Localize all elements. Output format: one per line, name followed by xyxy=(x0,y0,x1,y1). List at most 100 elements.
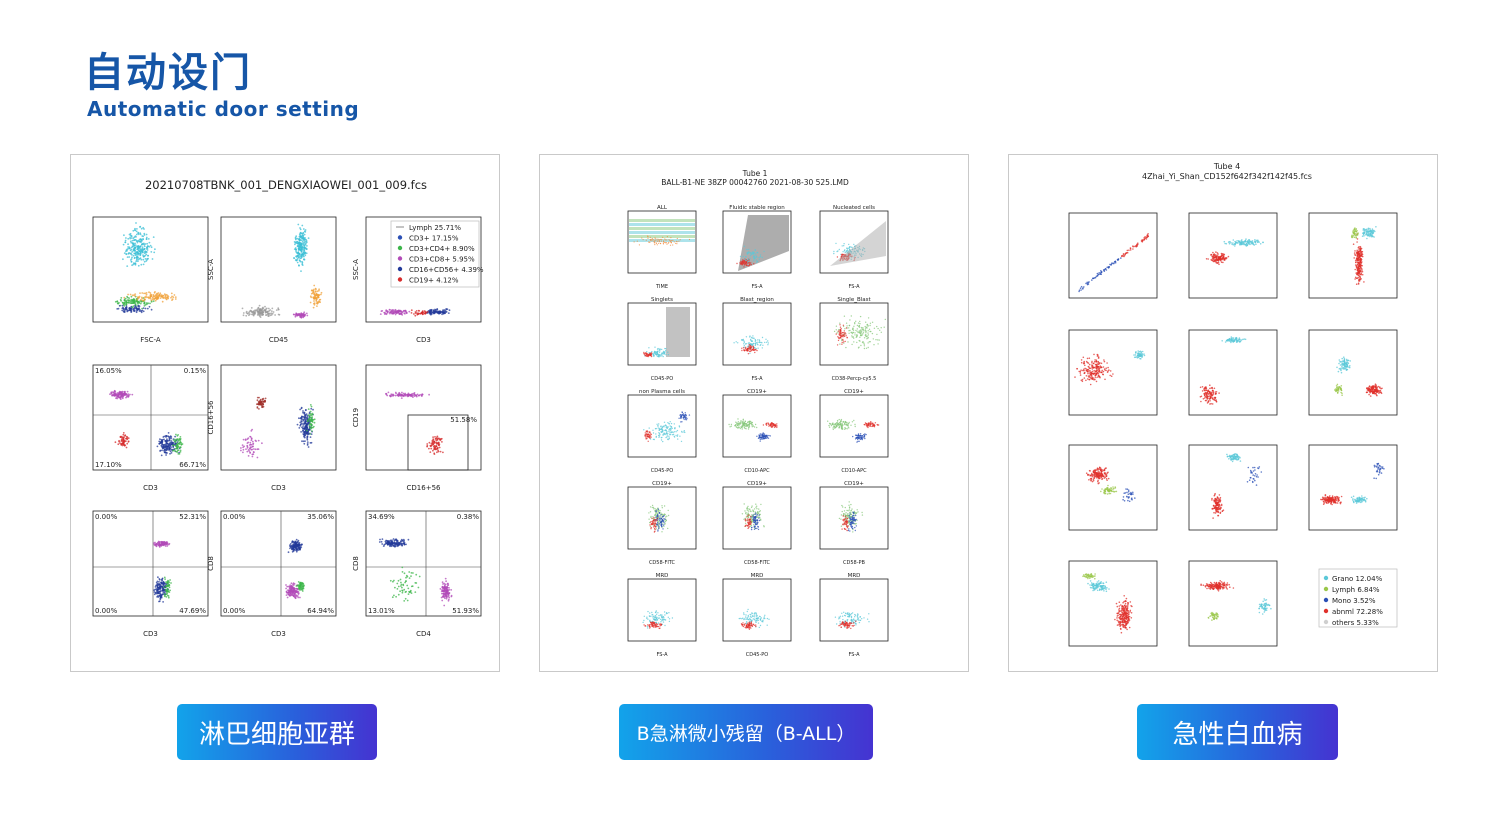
y-axis-label: SSC-A xyxy=(352,259,360,280)
plot-4 xyxy=(92,364,209,471)
plot-subtitle: CD19+ xyxy=(747,389,767,395)
plot-subtitle: Single_Blast xyxy=(837,297,871,303)
legend-entry: Grano 12.04% xyxy=(1332,575,1383,583)
x-axis-label: FS-A xyxy=(751,284,763,290)
x-axis-label: CD45-PO xyxy=(746,652,769,658)
acute-leukemia-button[interactable]: 急性白血病 xyxy=(1137,704,1338,760)
quadrant-label: 66.71% xyxy=(179,461,206,469)
b-all-mrd-figure: Tube 1 BALL-B1-NE 38ZP 00042760 2021-08-3… xyxy=(539,154,969,672)
mrd-plot-9 xyxy=(819,394,889,458)
x-axis-label: CD58-FITC xyxy=(744,560,771,566)
plot-subtitle: CD19+ xyxy=(747,481,767,487)
plot-9 xyxy=(365,510,482,617)
plot-subtitle: MRD xyxy=(656,573,669,579)
x-axis-label: CD3 xyxy=(143,484,158,492)
quadrant-label: 0.00% xyxy=(95,513,118,521)
x-axis-label: CD10-APC xyxy=(744,468,770,474)
quadrant-label: 0.00% xyxy=(95,607,118,615)
legend-entry: Lymph 6.84% xyxy=(1332,586,1380,594)
mrd-plot-5 xyxy=(722,302,792,366)
quadrant-label: 13.01% xyxy=(368,607,395,615)
x-axis-label: FS-A xyxy=(848,652,860,658)
plot-subtitle: Nucleated cells xyxy=(833,205,875,211)
quadrant-label: 34.69% xyxy=(368,513,395,521)
page-subtitle: Automatic door setting xyxy=(87,97,360,121)
x-axis-label: CD58-FITC xyxy=(649,560,676,566)
leukemia-plot-9 xyxy=(1308,444,1398,531)
legend-entry: abnml 72.28% xyxy=(1332,608,1383,616)
plot-2 xyxy=(220,216,337,323)
y-axis-label: CD8 xyxy=(207,556,215,571)
mrd-plot-10 xyxy=(627,486,697,550)
plot-7 xyxy=(92,510,209,617)
mrd-plot-3 xyxy=(819,210,889,274)
quadrant-label: 47.69% xyxy=(179,607,206,615)
plot-subtitle: non Plasma cells xyxy=(639,389,685,395)
x-axis-label: FS-A xyxy=(656,652,668,658)
x-axis-label: CD4 xyxy=(416,630,431,638)
figure-title: Tube 4 xyxy=(1213,162,1240,171)
x-axis-label: CD3 xyxy=(143,630,158,638)
figure-subtitle: BALL-B1-NE 38ZP 00042760 2021-08-30 525.… xyxy=(661,178,849,187)
x-axis-label: CD3 xyxy=(271,484,286,492)
plot-subtitle: Fluidic stable region xyxy=(729,205,785,211)
x-axis-label: CD10-APC xyxy=(841,468,867,474)
plot-subtitle: Singlets xyxy=(651,297,673,303)
legend-entry: CD19+ 4.12% xyxy=(409,277,459,285)
legend-entry: CD3+CD8+ 5.95% xyxy=(409,256,475,264)
quadrant-label: 64.94% xyxy=(307,607,334,615)
legend-entry: CD3+ 17.15% xyxy=(409,235,459,243)
plot-8 xyxy=(220,510,337,617)
legend-entry: Mono 3.52% xyxy=(1332,597,1376,605)
x-axis-label: FS-A xyxy=(751,376,763,382)
y-axis-label: CD19 xyxy=(352,408,360,427)
quadrant-label: 52.31% xyxy=(179,513,206,521)
acute-leukemia-plots: Tube 44Zhai_Yi_Shan_CD152f642f342f142f45… xyxy=(1068,162,1398,647)
quadrant-label: 51.93% xyxy=(452,607,479,615)
mrd-plot-14 xyxy=(722,578,792,642)
y-axis-label: SSC-A xyxy=(207,259,215,280)
legend-entry: CD16+CD56+ 4.39% xyxy=(409,266,484,274)
lymphocyte-subset-figure: 20210708TBNK_001_DENGXIAOWEI_001_009.fcs… xyxy=(70,154,500,672)
plot-5 xyxy=(220,364,337,471)
x-axis-label: FSC-A xyxy=(140,336,161,344)
figure-title: Tube 1 xyxy=(742,169,768,178)
plot-subtitle: MRD xyxy=(751,573,764,579)
legend-entry: CD3+CD4+ 8.90% xyxy=(409,245,475,253)
quadrant-label: 17.10% xyxy=(95,461,122,469)
x-axis-label: CD45 xyxy=(269,336,288,344)
plot-subtitle: ALL xyxy=(657,205,668,211)
mrd-plot-15 xyxy=(819,578,889,642)
x-axis-label: CD45-PO xyxy=(651,376,674,382)
x-axis-label: CD58-PB xyxy=(843,560,866,566)
y-axis-label: CD16+56 xyxy=(207,400,215,435)
quadrant-label: 0.00% xyxy=(223,607,246,615)
leukemia-plot-6 xyxy=(1308,329,1398,416)
mrd-plot-6 xyxy=(819,302,889,366)
acute-leukemia-figure: Tube 4 4Zhai_Yi_Shan_CD152f642f342f142f45… xyxy=(1008,154,1438,672)
x-axis-label: CD16+56 xyxy=(407,484,442,492)
plot-subtitle: CD19+ xyxy=(844,389,864,395)
plot-1 xyxy=(92,216,209,323)
figure-subtitle: 4Zhai_Yi_Shan_CD152f642f342f142f45.fcs xyxy=(1142,172,1312,181)
legend-entry: others 5.33% xyxy=(1332,619,1379,627)
x-axis-label: CD45-PO xyxy=(651,468,674,474)
plot-subtitle: MRD xyxy=(848,573,861,579)
leukemia-plot-2 xyxy=(1188,212,1278,299)
quadrant-label: 0.00% xyxy=(223,513,246,521)
y-axis-label: CD8 xyxy=(352,556,360,571)
mrd-plot-2 xyxy=(722,210,792,274)
plot-subtitle: CD19+ xyxy=(652,481,672,487)
mrd-plot-1 xyxy=(627,210,697,274)
x-axis-label: FS-A xyxy=(848,284,860,290)
lymphocyte-subset-plots: 20210708TBNK_001_DENGXIAOWEI_001_009.fcs… xyxy=(92,178,484,638)
b-all-mrd-button[interactable]: B急淋微小残留（B-ALL） xyxy=(619,704,873,760)
leukemia-plot-10 xyxy=(1068,560,1158,647)
mrd-plot-8 xyxy=(722,394,792,458)
x-axis-label: CD3 xyxy=(271,630,286,638)
lymphocyte-subset-button[interactable]: 淋巴细胞亚群 xyxy=(177,704,377,760)
x-axis-label: CD38-Percp-cy5.5 xyxy=(832,376,877,382)
leukemia-plot-5 xyxy=(1188,329,1278,416)
quadrant-label: 0.15% xyxy=(184,367,207,375)
